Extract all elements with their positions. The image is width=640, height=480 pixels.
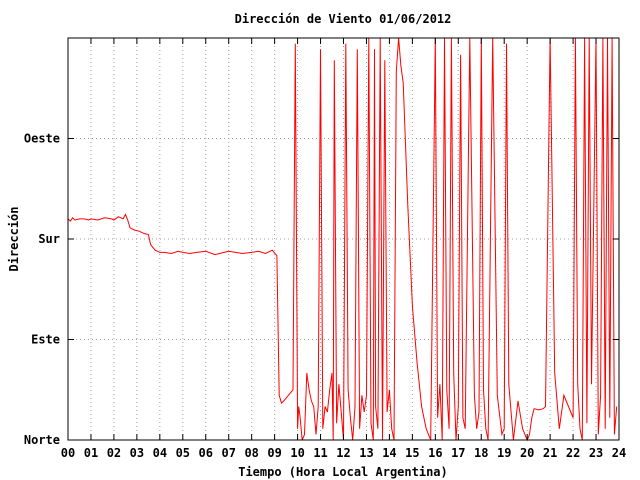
- x-tick-label: 13: [359, 446, 373, 460]
- x-tick-label: 17: [451, 446, 465, 460]
- x-tick-label: 20: [520, 446, 534, 460]
- x-tick-label: 09: [267, 446, 281, 460]
- x-tick-label: 07: [221, 446, 235, 460]
- y-tick-label: Sur: [38, 232, 60, 246]
- chart-title: Dirección de Viento 01/06/2012: [235, 12, 452, 26]
- x-tick-label: 06: [199, 446, 213, 460]
- x-tick-label: 14: [382, 446, 396, 460]
- x-tick-label: 04: [153, 446, 167, 460]
- x-tick-label: 15: [405, 446, 419, 460]
- x-tick-label: 18: [474, 446, 488, 460]
- x-axis-label: Tiempo (Hora Local Argentina): [238, 465, 448, 479]
- series-layer: [67, 37, 618, 442]
- x-tick-label: 10: [290, 446, 304, 460]
- x-tick-label: 02: [107, 446, 121, 460]
- x-tick-label: 05: [176, 446, 190, 460]
- x-tick-label: 00: [61, 446, 75, 460]
- x-tick-label: 08: [244, 446, 258, 460]
- grid: [68, 38, 619, 440]
- y-tick-label: Este: [31, 333, 60, 347]
- x-tick-label: 22: [566, 446, 580, 460]
- series-line-0: [67, 37, 618, 442]
- y-axis-label: Dirección: [7, 206, 21, 271]
- x-tick-label: 03: [130, 446, 144, 460]
- y-tick-label: Norte: [24, 433, 60, 447]
- x-tick-label: 01: [84, 446, 98, 460]
- x-tick-label: 11: [313, 446, 327, 460]
- x-tick-label: 21: [543, 446, 557, 460]
- x-tick-label: 16: [428, 446, 442, 460]
- axis-ticks: 00 01 02 03 04 05 06 07 08 09 10 11 12 13 14 15 16 17 18 19…: [24, 38, 626, 460]
- x-tick-label: 19: [497, 446, 511, 460]
- x-tick-label: 12: [336, 446, 350, 460]
- x-tick-label: 24: [612, 446, 626, 460]
- y-tick-label: Oeste: [24, 132, 60, 146]
- x-tick-label: 23: [589, 446, 603, 460]
